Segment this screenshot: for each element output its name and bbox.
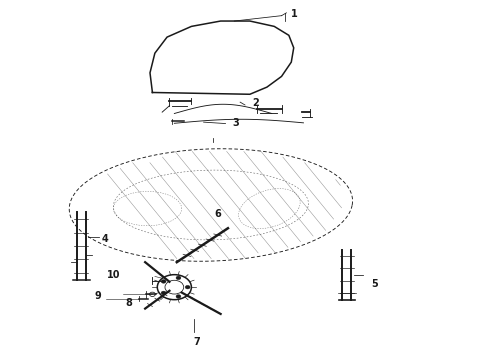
Circle shape bbox=[176, 294, 181, 298]
Text: 8: 8 bbox=[125, 298, 132, 308]
Text: 7: 7 bbox=[193, 337, 199, 347]
Text: 5: 5 bbox=[372, 279, 378, 289]
Circle shape bbox=[161, 280, 166, 283]
Text: 1: 1 bbox=[291, 9, 298, 19]
Text: 3: 3 bbox=[233, 118, 240, 128]
Text: 6: 6 bbox=[215, 209, 221, 219]
Text: 2: 2 bbox=[252, 98, 259, 108]
Text: 9: 9 bbox=[95, 291, 101, 301]
Text: 10: 10 bbox=[107, 270, 120, 280]
Text: 4: 4 bbox=[101, 234, 108, 244]
Circle shape bbox=[161, 291, 166, 295]
Circle shape bbox=[185, 285, 190, 289]
Circle shape bbox=[176, 276, 181, 280]
